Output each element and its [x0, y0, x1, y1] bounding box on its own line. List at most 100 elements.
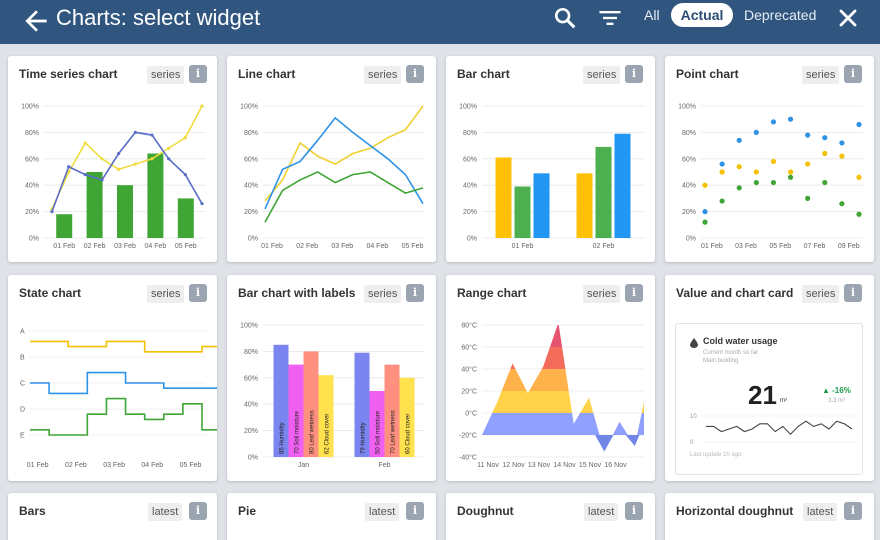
y-tick-label: -40°C: [459, 454, 477, 462]
series-line: [51, 105, 203, 210]
data-point: [856, 121, 862, 128]
y-tick-label: 40%: [463, 183, 477, 190]
series-point: [67, 170, 71, 174]
data-point: [856, 174, 862, 180]
card-type-badge: series: [583, 66, 621, 84]
info-icon[interactable]: i: [844, 284, 862, 302]
y-tick-label: 80°C: [461, 322, 477, 330]
series-point: [83, 141, 87, 145]
x-tick-label: 16 Nov: [604, 462, 627, 469]
x-tick-label: 12 Nov: [502, 462, 525, 469]
range-chart: -40°C -20°C 0°C 20°C 40°C 60°C 80°C 11 Nov 12 No…: [459, 322, 644, 469]
series-point: [83, 173, 87, 177]
bar: [576, 173, 593, 238]
bar: [56, 214, 73, 238]
info-icon[interactable]: i: [625, 502, 643, 520]
widget-card-value-chart[interactable]: Value and chart card series i Cold water…: [665, 275, 874, 481]
sparkline: [706, 420, 853, 435]
bar: [117, 185, 133, 238]
widget-card-horizontal-doughnut[interactable]: Horizontal doughnut latest i: [665, 493, 874, 540]
data-point: [770, 179, 777, 186]
y-tick-label: 20%: [682, 209, 696, 216]
time-series-chart: 0% 20% 40% 60% 80% 100% 01 Feb 02 Feb 03 Feb 04 F…: [21, 104, 206, 250]
widget-card-doughnut[interactable]: Doughnut latest i: [446, 493, 655, 540]
filter-list-icon[interactable]: [596, 4, 624, 32]
x-tick-label: Jan: [298, 462, 309, 469]
filter-actual[interactable]: Actual: [671, 3, 733, 27]
x-tick-label: 01 Feb: [701, 243, 723, 250]
card-type-badge: latest: [365, 503, 400, 521]
series-point: [200, 202, 204, 206]
info-icon[interactable]: i: [625, 284, 643, 302]
state-line: [30, 340, 217, 353]
data-point: [822, 135, 828, 141]
data-point: [736, 185, 742, 191]
y-tick-label: 20%: [244, 428, 258, 435]
x-tick-label: Feb: [378, 462, 390, 469]
bar: [147, 153, 164, 238]
value-card-value: 21: [748, 380, 777, 410]
y-tick-label: 0°C: [465, 410, 477, 418]
widget-card-pie[interactable]: Pie latest i: [227, 493, 436, 540]
data-point: [702, 209, 708, 215]
y-tick-label: 100%: [240, 323, 258, 330]
widget-card-bar-chart-labels[interactable]: Bar chart with labels series i 0% 20% 40% 6…: [227, 275, 436, 481]
widget-card-line-chart[interactable]: Line chart series i 0% 20% 40% 60% 80% 100% 01…: [227, 56, 436, 262]
card-type-badge: series: [147, 285, 185, 303]
widget-card-state-chart[interactable]: State chart series i A B C D E 01 Feb 02 Feb 03…: [8, 275, 217, 481]
info-icon[interactable]: i: [189, 65, 207, 83]
arrow-back-icon[interactable]: [20, 5, 52, 37]
widget-card-bar-chart[interactable]: Bar chart series i 0% 20% 40% 60% 80% 100% 01 …: [446, 56, 655, 262]
value-card-sparkline: 10 0: [690, 414, 856, 446]
range-band: [595, 435, 614, 452]
range-band: [482, 435, 644, 452]
info-icon[interactable]: i: [406, 65, 424, 83]
widget-card-time-series[interactable]: Time series chart series i 0% 20% 40% 60% 80…: [8, 56, 217, 262]
y-tick-label: 0%: [686, 236, 696, 243]
info-icon[interactable]: i: [844, 502, 862, 520]
range-band: [482, 325, 644, 347]
search-icon[interactable]: [551, 4, 579, 32]
series-point: [117, 151, 121, 156]
state-line: [30, 371, 217, 395]
y-tick-label: 40°C: [461, 366, 477, 374]
card-title: Bars: [19, 504, 46, 518]
series-line: [264, 171, 424, 223]
y-tick-label: 60%: [244, 156, 258, 163]
y-tick-label: 60%: [25, 156, 39, 163]
info-icon[interactable]: i: [625, 65, 643, 83]
info-icon[interactable]: i: [189, 502, 207, 520]
x-tick-label: 05 Feb: [402, 243, 424, 250]
data-point: [719, 198, 725, 204]
widget-card-bars[interactable]: Bars latest i: [8, 493, 217, 540]
info-icon[interactable]: i: [406, 502, 424, 520]
card-type-badge: series: [147, 66, 185, 84]
card-type-badge: series: [583, 285, 621, 303]
widget-card-point-chart[interactable]: Point chart series i 0% 20% 40% 60% 80% 100% 0…: [665, 56, 874, 262]
card-type-badge: series: [802, 66, 840, 84]
bar: [384, 364, 400, 457]
x-tick-label: 05 Feb: [175, 243, 197, 250]
info-icon[interactable]: i: [844, 65, 862, 83]
bar-chart-with-labels: 0% 20% 40% 60% 80% 100% 85 Humidity 70 Soil moi…: [240, 323, 425, 469]
y-tick-label: -20°C: [459, 432, 477, 440]
series-point: [100, 157, 104, 161]
x-tick-label: 14 Nov: [553, 462, 576, 469]
card-title: Point chart: [676, 67, 739, 81]
y-tick-label: 20%: [25, 209, 39, 216]
filter-deprecated[interactable]: Deprecated: [744, 7, 817, 23]
y-tick-label: 100%: [678, 104, 696, 111]
info-icon[interactable]: i: [406, 284, 424, 302]
info-icon[interactable]: i: [189, 284, 207, 302]
data-point: [805, 195, 811, 201]
value-card-location: Main building: [703, 358, 739, 364]
bar: [514, 186, 531, 238]
widget-card-range-chart[interactable]: Range chart series i -40°C -20°C 0°C 20°C 40…: [446, 275, 655, 481]
card-title: Pie: [238, 504, 257, 518]
filter-all[interactable]: All: [644, 7, 660, 23]
close-icon[interactable]: [834, 4, 862, 32]
y-tick-label: 40%: [244, 183, 258, 190]
state-label: C: [20, 381, 25, 388]
y-tick-label: 60°C: [461, 344, 477, 352]
top-app-bar: Charts: select widget All Actual Depreca…: [0, 0, 880, 44]
